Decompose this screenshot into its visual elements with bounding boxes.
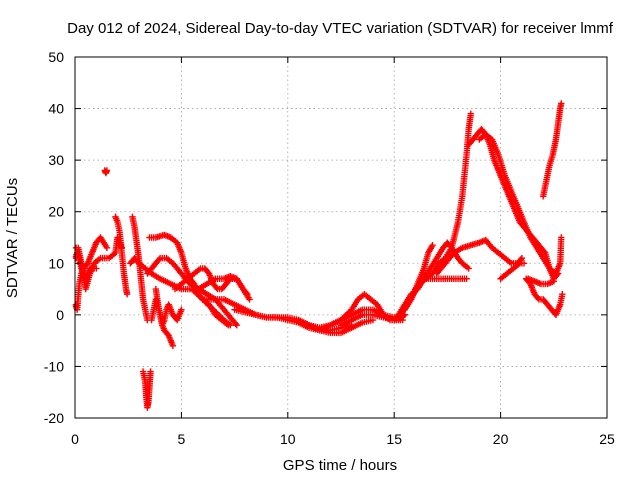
data-point xyxy=(517,256,525,263)
data-point xyxy=(123,291,131,298)
x-tick-label: 25 xyxy=(599,431,615,447)
data-point xyxy=(93,265,100,272)
data-point xyxy=(558,234,565,241)
data-point xyxy=(429,242,436,249)
y-tick-label: 30 xyxy=(48,152,64,168)
series-track-g xyxy=(129,213,151,324)
data-point xyxy=(225,321,232,329)
data-point xyxy=(465,265,472,272)
data-marks xyxy=(72,100,566,411)
data-point xyxy=(155,256,163,263)
data-point xyxy=(520,260,528,267)
data-point xyxy=(467,110,475,117)
data-point xyxy=(169,342,177,349)
data-point xyxy=(246,296,253,303)
data-point xyxy=(463,275,470,282)
data-point xyxy=(103,167,111,174)
x-tick-label: 10 xyxy=(280,431,296,447)
y-axis-label: SDTVAR / TECUs xyxy=(4,178,21,298)
data-point xyxy=(399,316,406,324)
x-tick-label: 5 xyxy=(178,431,186,447)
data-point xyxy=(558,100,565,107)
series-track-h xyxy=(139,368,154,411)
data-point xyxy=(243,289,250,297)
series-track-c xyxy=(72,249,100,282)
data-point xyxy=(232,320,239,328)
series-track-aa xyxy=(497,260,528,282)
data-point xyxy=(559,291,566,298)
x-tick-label: 15 xyxy=(386,431,402,447)
axis-ticks: 0 5 10 15 20 25 -20 -10 0 10 20 30 40 50 xyxy=(44,49,615,447)
series-track-w xyxy=(412,275,470,293)
data-point xyxy=(147,368,154,375)
y-tick-label: 10 xyxy=(48,255,64,271)
series-track-z xyxy=(476,131,565,277)
y-tick-label: 20 xyxy=(48,204,64,220)
x-tick-label: 0 xyxy=(71,431,79,447)
y-tick-label: -20 xyxy=(44,410,64,426)
data-point xyxy=(244,291,251,298)
series-track-x xyxy=(433,236,526,277)
series-track-ab xyxy=(522,275,566,319)
series-track-n xyxy=(195,272,251,298)
x-tick-label: 20 xyxy=(493,431,509,447)
data-point xyxy=(103,244,111,252)
y-tick-label: -10 xyxy=(44,358,64,374)
series-track-e xyxy=(112,213,131,298)
data-point xyxy=(550,278,557,285)
data-point xyxy=(178,306,185,313)
y-tick-label: 50 xyxy=(48,49,64,65)
y-tick-label: 40 xyxy=(48,101,64,117)
series-track-d xyxy=(101,167,111,177)
data-point xyxy=(534,294,542,302)
series-track-r xyxy=(316,291,409,334)
series-track-j xyxy=(152,285,177,349)
x-axis-label: GPS time / hours xyxy=(283,457,397,474)
series-track-ad xyxy=(539,100,565,200)
series-track-ac xyxy=(525,275,557,288)
data-point xyxy=(213,284,220,291)
plot-frame xyxy=(74,56,608,419)
chart-title: Day 012 of 2024, Sidereal Day-to-day VTE… xyxy=(67,20,614,37)
y-tick-label: 0 xyxy=(56,307,64,323)
grid-lines xyxy=(75,57,607,418)
data-point xyxy=(233,321,240,329)
series-track-s xyxy=(337,311,406,329)
